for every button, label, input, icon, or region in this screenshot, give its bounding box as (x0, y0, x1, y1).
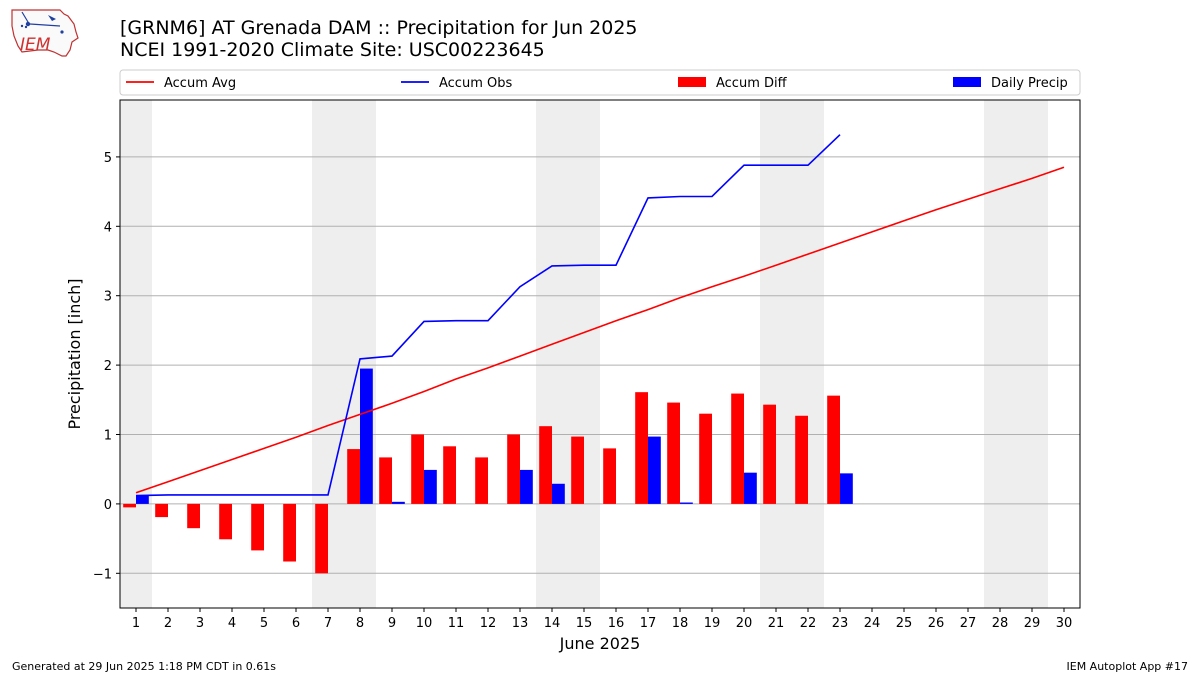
y-tick-label: 1 (104, 429, 112, 444)
plot-frame (119, 99, 1081, 609)
y-tick-label: 5 (104, 151, 112, 166)
accum-diff-bar (347, 449, 360, 504)
x-tick-label: 16 (608, 616, 625, 631)
iem-logo: IEM (11, 9, 79, 57)
accum-diff-bar (539, 426, 552, 504)
x-tick-label: 26 (928, 616, 945, 631)
x-tick-label: 22 (800, 616, 817, 631)
chart-title: [GRNM6] AT Grenada DAM :: Precipitation … (120, 17, 638, 61)
x-tick-label: 25 (896, 616, 913, 631)
accum-obs-line (135, 134, 841, 497)
x-tick-label: 6 (292, 616, 300, 631)
y-tick-label: 4 (104, 220, 112, 235)
x-axis-label: June 2025 (559, 634, 641, 653)
accum-diff-bar (507, 434, 520, 504)
daily-precip-bar (680, 502, 693, 504)
x-tick-label: 24 (864, 616, 881, 631)
accum-diff-bar (315, 503, 328, 574)
x-tick-label: 1 (132, 616, 140, 631)
x-tick-label: 14 (544, 616, 561, 631)
x-tick-label: 5 (260, 616, 268, 631)
accum-diff-bar (667, 402, 680, 504)
x-tick-label: 28 (992, 616, 1009, 631)
accum-diff-bar (155, 503, 168, 518)
legend-entry-accum-obs: Accum Obs (401, 76, 512, 91)
legend-swatch (678, 77, 706, 87)
legend-entry-accum-diff: Accum Diff (678, 76, 788, 91)
weekend-band (984, 100, 1048, 608)
accum-diff-bar (379, 457, 392, 504)
daily-precip-bar (424, 469, 437, 504)
legend: Accum Avg Accum Obs Accum Diff Daily Precip (119, 69, 1081, 96)
legend-label: Accum Avg (164, 76, 236, 91)
accum-diff-bar (827, 395, 840, 504)
accum-diff-bar (443, 446, 456, 504)
accum-diff-bar (283, 503, 296, 562)
app-label: IEM Autoplot App #17 (1066, 660, 1189, 673)
x-tick-label: 15 (576, 616, 593, 631)
accum-diff-bar (699, 413, 712, 504)
x-tick-label: 20 (736, 616, 753, 631)
y-tick-label: 3 (104, 290, 112, 305)
x-tick-label: 4 (228, 616, 236, 631)
x-tick-label: 29 (1024, 616, 1041, 631)
title-line-1: [GRNM6] AT Grenada DAM :: Precipitation … (120, 17, 638, 39)
accum-diff-bar (763, 404, 776, 504)
y-tick-label: 2 (104, 359, 112, 374)
title-line-2: NCEI 1991-2020 Climate Site: USC00223645 (120, 39, 545, 61)
legend-label: Accum Obs (439, 76, 512, 91)
daily-precip-bar (648, 436, 661, 504)
x-tick-label: 7 (324, 616, 332, 631)
accum-diff-bar (123, 503, 136, 508)
accum-diff-bar (219, 503, 232, 540)
accum-diff-bar (731, 393, 744, 504)
y-tick-label: 0 (104, 498, 112, 513)
legend-box (119, 69, 1081, 96)
x-tick-label: 18 (672, 616, 689, 631)
legend-swatch (953, 77, 981, 87)
legend-label: Daily Precip (991, 76, 1068, 91)
x-tick-label: 27 (960, 616, 977, 631)
generated-note: Generated at 29 Jun 2025 1:18 PM CDT in … (12, 660, 277, 673)
legend-entry-accum-avg: Accum Avg (126, 76, 236, 91)
x-tick-label: 17 (640, 616, 657, 631)
legend-label: Accum Diff (716, 76, 788, 91)
accum-diff-bar (795, 415, 808, 504)
x-tick-label: 30 (1056, 616, 1073, 631)
logo-text: IEM (20, 35, 51, 55)
daily-precip-bar (840, 473, 853, 504)
y-axis-label: Precipitation [inch] (65, 278, 84, 429)
legend-entry-daily-precip: Daily Precip (953, 76, 1068, 91)
accum-avg-line (135, 166, 1065, 494)
daily-precip-bar (552, 483, 565, 504)
accum-diff-bar (603, 448, 616, 504)
accum-diff-bar (187, 503, 200, 529)
x-tick-label: 11 (448, 616, 465, 631)
x-tick-label: 10 (416, 616, 433, 631)
daily-precip-bar (520, 469, 533, 504)
x-tick-label: 19 (704, 616, 721, 631)
accum-diff-bar (411, 434, 424, 504)
daily-precip-bar (360, 368, 373, 504)
x-tick-label: 23 (832, 616, 849, 631)
x-tick-label: 12 (480, 616, 497, 631)
x-tick-label: 13 (512, 616, 529, 631)
weekend-band (536, 100, 600, 608)
x-tick-label: 3 (196, 616, 204, 631)
y-tick-label: −1 (93, 567, 112, 582)
accum-diff-bar (251, 503, 264, 551)
accum-diff-bar (475, 457, 488, 504)
accum-diff-bar (635, 392, 648, 504)
x-tick-label: 21 (768, 616, 785, 631)
daily-precip-bar (392, 501, 405, 504)
accum-diff-bar (571, 436, 584, 504)
x-tick-label: 2 (164, 616, 172, 631)
x-tick-label: 8 (356, 616, 364, 631)
x-tick-label: 9 (388, 616, 396, 631)
daily-precip-bar (744, 472, 757, 504)
weekend-band (120, 100, 152, 608)
weekend-band (760, 100, 824, 608)
daily-precip-bar (136, 495, 149, 504)
